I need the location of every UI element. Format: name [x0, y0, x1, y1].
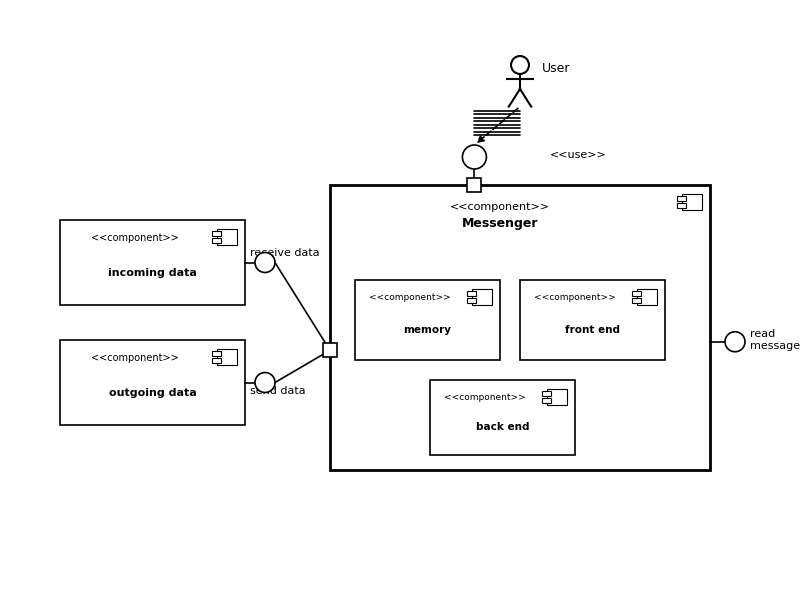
Text: receive data: receive data — [250, 248, 320, 259]
Bar — [542, 398, 550, 403]
Bar — [218, 349, 237, 365]
Text: <<use>>: <<use>> — [550, 150, 606, 160]
Text: <<component>>: <<component>> — [444, 394, 526, 403]
Bar — [472, 289, 492, 305]
Bar — [218, 229, 237, 245]
Bar — [60, 340, 245, 425]
Bar — [211, 238, 221, 243]
Bar — [632, 298, 641, 304]
Bar — [430, 380, 575, 455]
Bar — [466, 290, 476, 296]
Bar — [211, 350, 221, 356]
Bar — [467, 178, 482, 192]
Bar — [632, 290, 641, 296]
Bar — [638, 289, 657, 305]
Circle shape — [255, 373, 275, 392]
Text: incoming data: incoming data — [108, 268, 197, 278]
Text: outgoing data: outgoing data — [109, 388, 196, 398]
Text: back end: back end — [476, 421, 530, 431]
Text: User: User — [542, 62, 570, 76]
Text: <<component>>: <<component>> — [450, 202, 550, 212]
Bar — [677, 196, 686, 201]
Bar — [211, 358, 221, 363]
Text: <<component>>: <<component>> — [91, 353, 179, 363]
Circle shape — [255, 253, 275, 272]
Text: memory: memory — [403, 325, 451, 335]
Circle shape — [462, 145, 486, 169]
Bar — [355, 280, 500, 360]
Bar — [677, 203, 686, 208]
Circle shape — [511, 56, 529, 74]
Bar — [466, 298, 476, 304]
Bar — [547, 389, 567, 406]
Bar — [520, 280, 665, 360]
Text: send data: send data — [250, 386, 306, 397]
Bar — [542, 391, 550, 396]
Bar — [323, 343, 337, 357]
Bar — [330, 185, 710, 470]
Text: <<component>>: <<component>> — [369, 293, 451, 302]
Text: read
messages: read messages — [750, 329, 800, 350]
Bar — [60, 220, 245, 305]
Text: <<component>>: <<component>> — [91, 233, 179, 243]
Text: front end: front end — [565, 325, 620, 335]
Circle shape — [725, 332, 745, 352]
Bar — [211, 230, 221, 236]
Bar — [682, 194, 702, 211]
Text: <<component>>: <<component>> — [534, 293, 616, 302]
Text: Messenger: Messenger — [462, 217, 538, 229]
